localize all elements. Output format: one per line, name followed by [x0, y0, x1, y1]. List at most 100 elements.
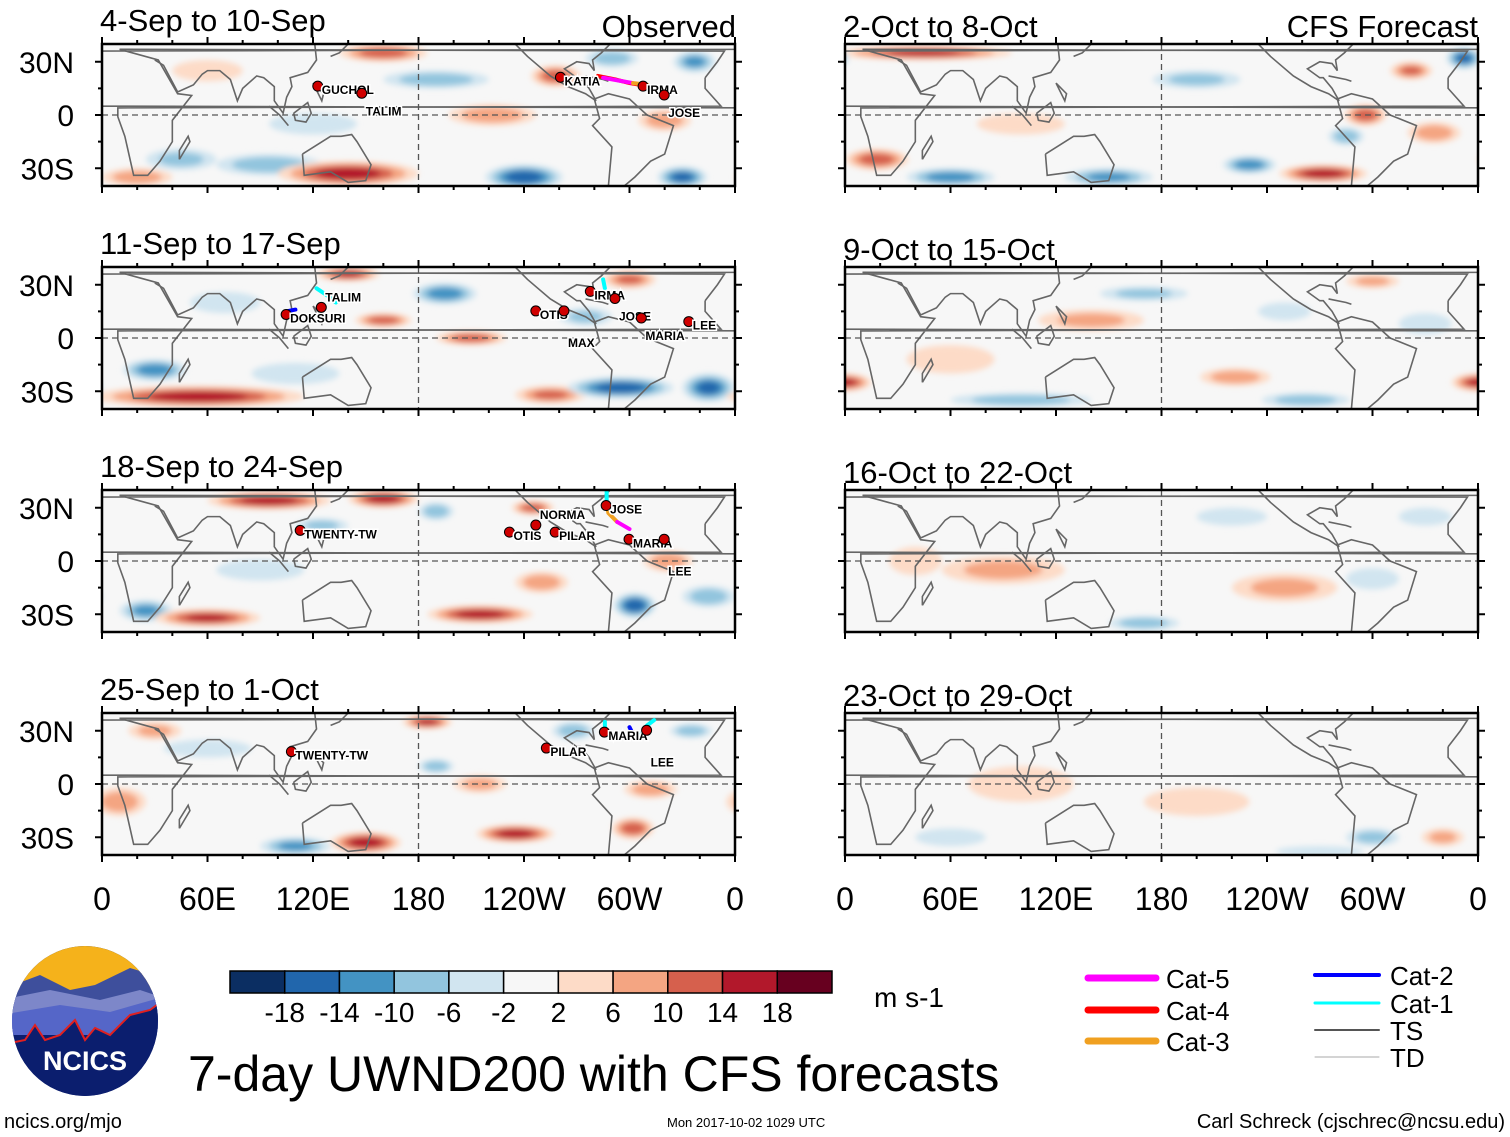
coastline [1055, 82, 1068, 104]
coastline [312, 305, 325, 327]
storm-track [615, 519, 632, 532]
anomaly-contour [0, 595, 19, 615]
coastline [102, 494, 735, 555]
observed-label: Observed [602, 9, 736, 44]
storm-marker-icon [549, 526, 561, 538]
storm-marker-icon [530, 519, 542, 531]
anomaly-contour [763, 362, 812, 379]
anomaly-contour [1250, 578, 1319, 597]
colorbar-label: 10 [652, 997, 683, 1028]
y-tick-label: 30N [19, 47, 74, 80]
storm-marker-icon [315, 301, 327, 313]
coastline [845, 271, 1478, 332]
y-tick-label: 0 [57, 323, 74, 356]
colorbar-swatch [667, 970, 724, 994]
storm-label: LEE [651, 755, 674, 769]
coastline [102, 717, 735, 778]
coastline [812, 136, 823, 159]
storm-label: TALIM [325, 290, 361, 304]
coastline [514, 490, 612, 548]
legend-label: Cat-3 [1166, 1027, 1230, 1057]
anomaly-contour [0, 273, 16, 286]
coastline [117, 48, 726, 177]
coastline [1044, 802, 1115, 853]
anomaly-contour [417, 719, 438, 725]
coastline [897, 713, 1061, 785]
coastline [268, 774, 290, 796]
coastline [921, 357, 934, 383]
anomaly-contour [1119, 618, 1169, 629]
coastline [860, 48, 1469, 177]
anomaly-contour [756, 359, 819, 380]
x-tick-label: 0 [1469, 881, 1487, 917]
coastline [268, 105, 290, 127]
anomaly-contour [304, 520, 339, 531]
coastline [1257, 267, 1355, 325]
anomaly-contour [315, 167, 381, 180]
colorbar-swatch [448, 970, 505, 994]
anomaly-contour [734, 798, 735, 805]
anomaly-contour [763, 64, 794, 77]
coastline [897, 44, 1061, 116]
coastline [330, 713, 350, 727]
coastline [1073, 44, 1093, 58]
anomaly-contour [1429, 831, 1457, 843]
anomaly-contour [1196, 507, 1268, 526]
anomaly-contour [455, 610, 505, 619]
coastline [860, 494, 1469, 623]
anomaly-contour [367, 316, 399, 325]
coastline [154, 267, 318, 339]
anomaly-contour [690, 589, 728, 604]
colorbar-swatch [502, 970, 560, 994]
coastline [312, 528, 325, 550]
anomaly-contour [759, 603, 798, 619]
anomaly-contour [1355, 831, 1390, 843]
storm-marker-icon [285, 746, 297, 758]
anomaly-contour [1504, 49, 1510, 58]
anomaly-contour [976, 113, 1065, 135]
logo-text: NCICS [43, 1046, 127, 1076]
storm-marker-icon [623, 533, 635, 545]
x-tick-label: 180 [392, 881, 445, 917]
coastline [1011, 328, 1033, 350]
credit: Carl Schreck (cjschrec@ncsu.edu) [1197, 1111, 1505, 1133]
storm-label: DOKSURI [290, 311, 345, 325]
anomaly-contour [0, 381, 21, 395]
anomaly-contour [783, 125, 820, 140]
coastline [301, 356, 372, 407]
anomaly-contour [18, 554, 52, 569]
anomaly-contour [1478, 149, 1510, 170]
map-panel: DOKSURITALIMOTISMAXIRMAJOSEMARIALEE11-Se… [0, 226, 819, 416]
coastline [292, 324, 313, 346]
coastline [102, 271, 735, 332]
anomaly-contour [817, 50, 845, 67]
coastline [921, 580, 934, 606]
storm-label: TWENTY-TW [295, 749, 368, 763]
anomaly-contour [789, 828, 831, 846]
anomaly-contour [845, 51, 849, 65]
y-tick-label: 30S [21, 376, 74, 409]
colorbar-label: -18 [264, 997, 304, 1028]
anomaly-contour [698, 382, 720, 394]
anomaly-contour [112, 170, 162, 184]
colorbar-label: -10 [374, 997, 414, 1028]
figure-title: 7-day UWND200 with CFS forecasts [188, 1046, 999, 1102]
coastline [330, 490, 350, 504]
anomaly-contour [596, 382, 645, 393]
coastline [1334, 761, 1418, 855]
coastline [860, 717, 1469, 846]
anomaly-contour [0, 600, 11, 611]
x-tick-label: 60E [179, 881, 236, 917]
y-tick-label: 30N [19, 493, 74, 526]
x-tick-label: 60W [597, 881, 664, 917]
anomaly-contour [1400, 66, 1422, 75]
source-url[interactable]: ncics.org/mjo [4, 1111, 122, 1133]
anomaly-contour [0, 275, 9, 284]
panel-title: 23-Oct to 29-Oct [843, 678, 1073, 713]
y-tick-label: 30N [19, 270, 74, 303]
storm-marker-icon [558, 305, 570, 317]
coastline [1035, 770, 1056, 792]
storm-marker-icon [503, 526, 515, 538]
y-tick-label: 30S [21, 822, 74, 855]
storm-label: TWENTY-TW [304, 527, 377, 541]
